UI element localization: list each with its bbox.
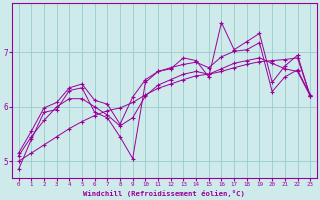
X-axis label: Windchill (Refroidissement éolien,°C): Windchill (Refroidissement éolien,°C) bbox=[84, 190, 245, 197]
